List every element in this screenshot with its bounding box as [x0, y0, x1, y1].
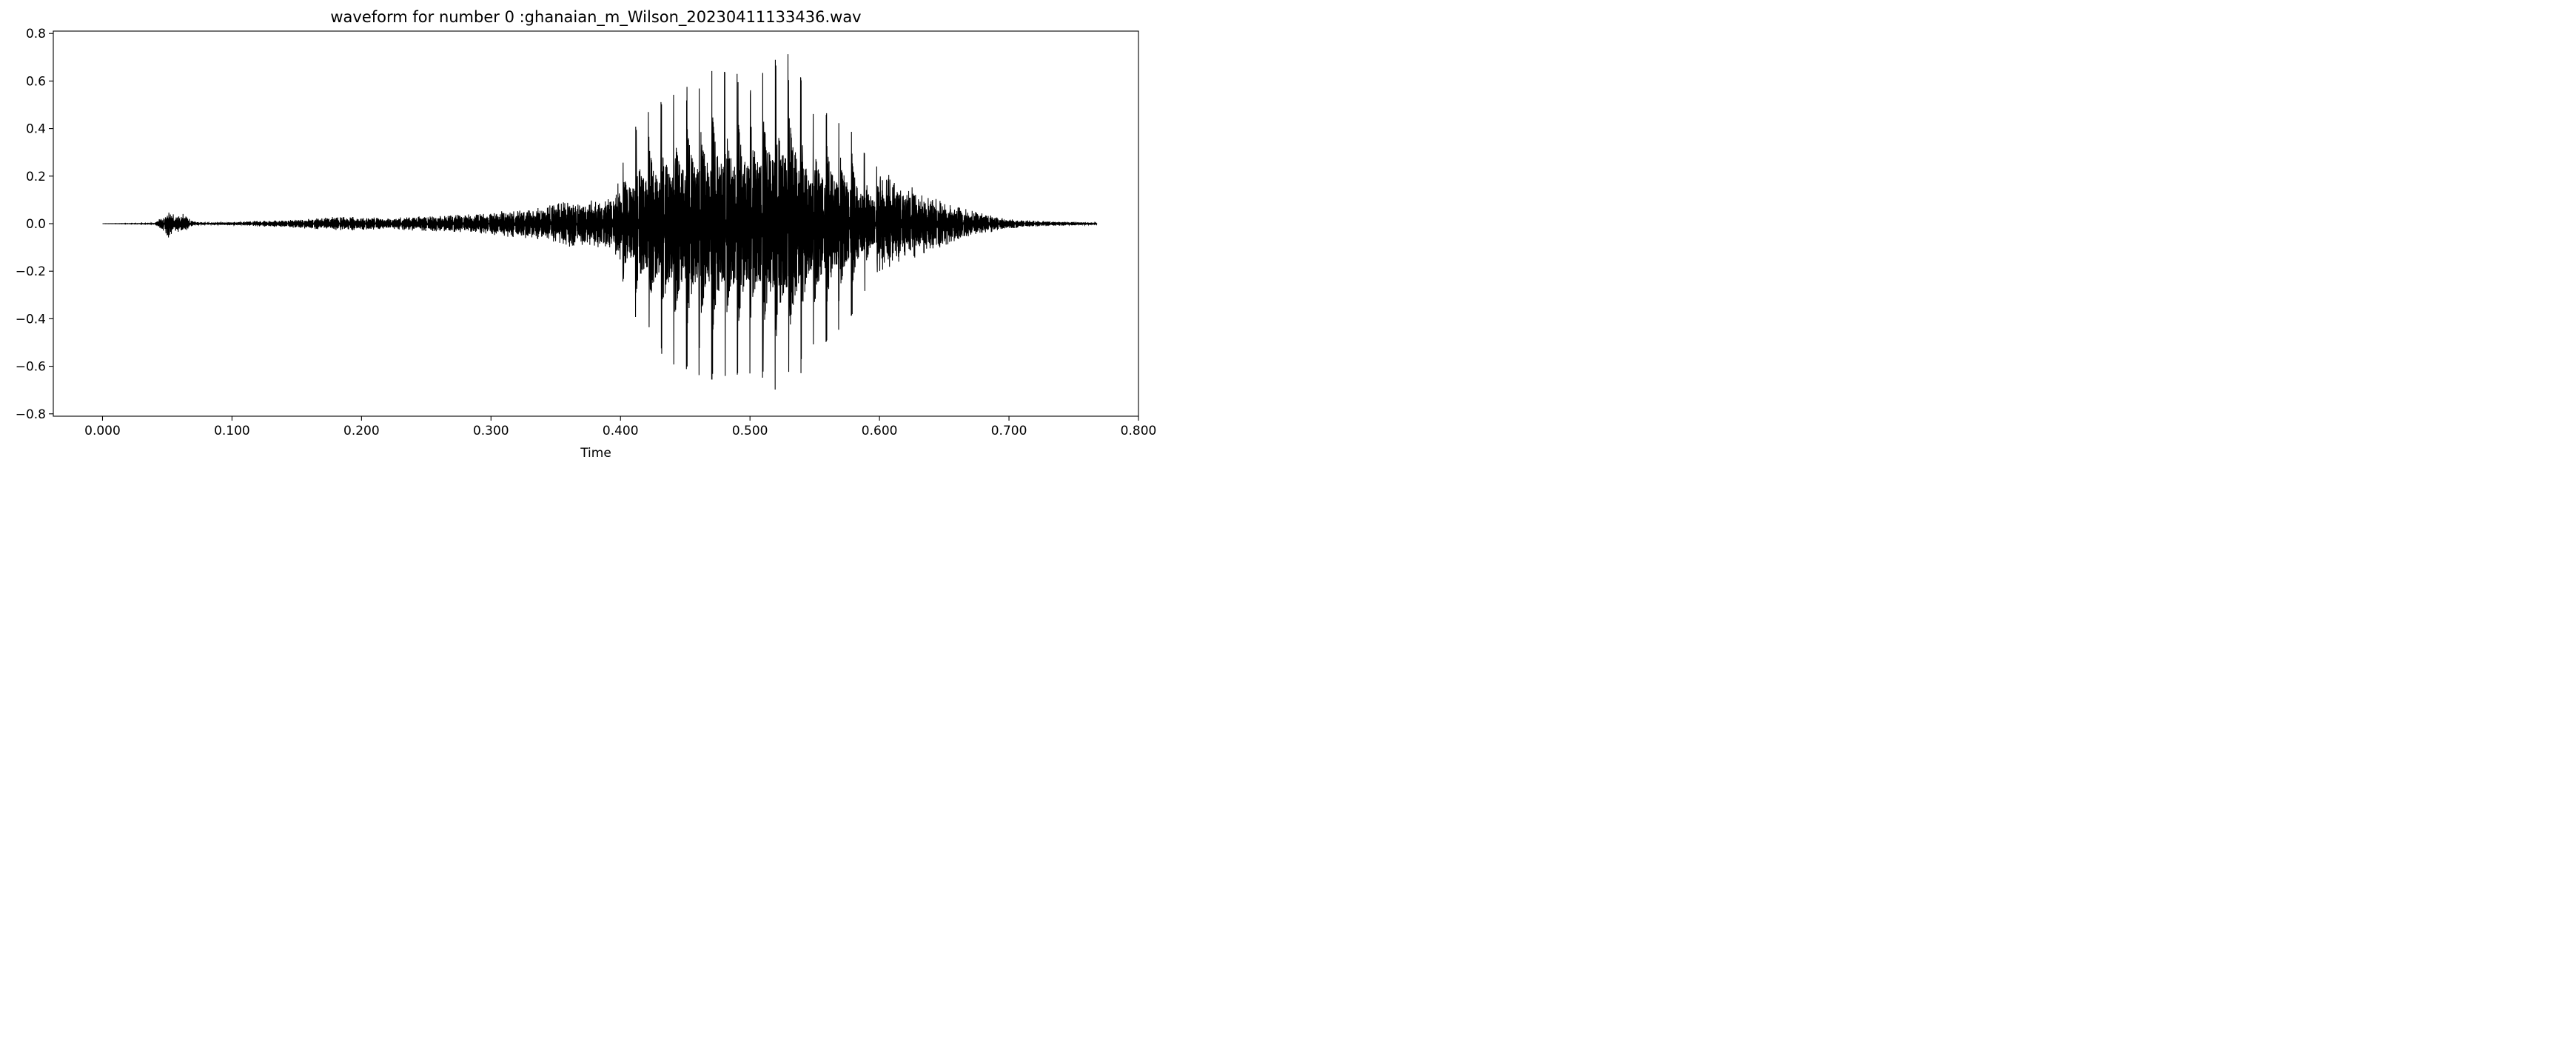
y-tick-label: 0.4: [26, 122, 46, 137]
y-tick-label: 0.2: [26, 170, 46, 184]
x-tick-label: 0.300: [473, 424, 509, 438]
chart-title: waveform for number 0 :ghanaian_m_Wilson…: [330, 8, 861, 27]
y-axis: −0.8 −0.6 −0.4 −0.2 0.0 0.2 0.4 0.6 0.8: [16, 27, 53, 422]
x-tick-label: 0.600: [862, 424, 898, 438]
y-tick-label: −0.8: [16, 407, 46, 422]
x-tick-label: 0.700: [991, 424, 1027, 438]
x-tick-label: 0.800: [1121, 424, 1157, 438]
y-tick-label: 0.6: [26, 74, 46, 89]
plot-area: [102, 54, 1098, 390]
x-axis: 0.000 0.100 0.200 0.300 0.400 0.500 0.600 0.700…: [84, 416, 1156, 438]
y-tick-label: −0.2: [16, 264, 46, 279]
x-axis-label: Time: [580, 446, 611, 461]
x-tick-label: 0.400: [603, 424, 639, 438]
y-tick-label: 0.0: [26, 217, 46, 232]
x-tick-label: 0.000: [84, 424, 121, 438]
waveform-series: [102, 54, 1098, 390]
x-tick-label: 0.500: [732, 424, 768, 438]
y-tick-label: −0.6: [16, 360, 46, 375]
y-tick-label: −0.4: [16, 312, 46, 327]
waveform-chart: waveform for number 0 :ghanaian_m_Wilson…: [16, 8, 1157, 461]
y-tick-label: 0.8: [26, 27, 46, 41]
x-tick-label: 0.200: [343, 424, 380, 438]
x-tick-label: 0.100: [214, 424, 250, 438]
